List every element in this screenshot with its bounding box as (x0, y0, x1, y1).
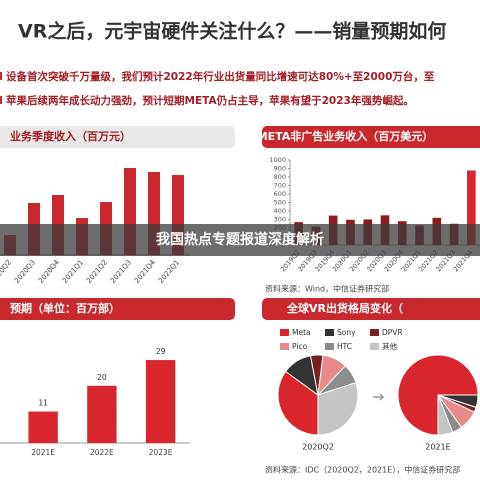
y-tick-label: 800 (274, 173, 286, 181)
data-label: 29 (156, 347, 166, 356)
x-tick-label: 2022E (90, 448, 114, 457)
legend-swatch (280, 343, 289, 350)
panel-header (262, 298, 480, 320)
pie-slice (277, 370, 319, 436)
panel-title: META非广告业务收入（百万美元） (257, 129, 434, 143)
pie-label: 2021E (425, 443, 450, 452)
pie-slice (317, 382, 359, 436)
banner-strip (0, 224, 480, 256)
banner: 我国热点专题报道深度解析 (156, 231, 324, 248)
data-label: 20 (97, 373, 107, 382)
y-tick-label: 300 (274, 216, 286, 224)
legend-label: Meta (292, 328, 311, 337)
legend-swatch (370, 343, 379, 350)
panel-header (0, 298, 235, 320)
legend-swatch (325, 329, 334, 336)
pie-slice (437, 394, 454, 436)
legend-swatch (325, 343, 334, 350)
x-tick-label: 2021E (31, 448, 55, 457)
source-note: 资料来源：Wind，中信证券研究部 (265, 284, 389, 294)
arrow (373, 393, 385, 401)
x-tick-label: 2023E (149, 448, 173, 457)
slide-title: VR之后，元宇宙硬件关注什么？——销量预期如何 (18, 20, 446, 43)
bullet: 苹果后续两年成长动力强劲，预计短期META仍占主导，苹果有望于2023年强势崛起… (6, 94, 414, 107)
data-label: 11 (38, 399, 48, 408)
legend-swatch (370, 329, 379, 336)
y-tick-label: 500 (274, 199, 286, 207)
panel-title: 全球VR出货格局变化（ (286, 301, 403, 315)
legend-label: HTC (337, 342, 352, 351)
bar (28, 411, 58, 443)
y-tick-label: 900 (274, 165, 286, 173)
panel-header (0, 126, 235, 148)
legend-label: 其他 (382, 341, 397, 351)
bullet: 设备首次突破千万量级，我们预计2022年行业出货量同比增速可达80%+至2000… (6, 70, 435, 83)
pie-label: 2020Q2 (302, 443, 334, 452)
panel-title: 预期（单位：百万部） (10, 301, 120, 315)
y-tick-label: 600 (274, 190, 286, 198)
panel-title: 业务季度收入（百万元） (10, 129, 131, 143)
panel-header (262, 126, 480, 148)
bullet-marker (0, 96, 2, 104)
legend-swatch (280, 329, 289, 336)
y-tick-label: 400 (274, 207, 286, 215)
bar (467, 170, 476, 245)
bullet-marker (0, 72, 2, 80)
bar (145, 360, 176, 443)
legend-label: Sony (337, 328, 356, 337)
source-note: 资料来源：IDC（2020Q2，2021E），中信证券研究部 (265, 465, 460, 475)
y-tick-label: 1000 (269, 156, 286, 164)
bar (87, 385, 117, 443)
y-tick-label: 700 (274, 182, 286, 190)
legend-label: DPVR (382, 328, 403, 337)
legend-label: Pico (292, 342, 308, 351)
